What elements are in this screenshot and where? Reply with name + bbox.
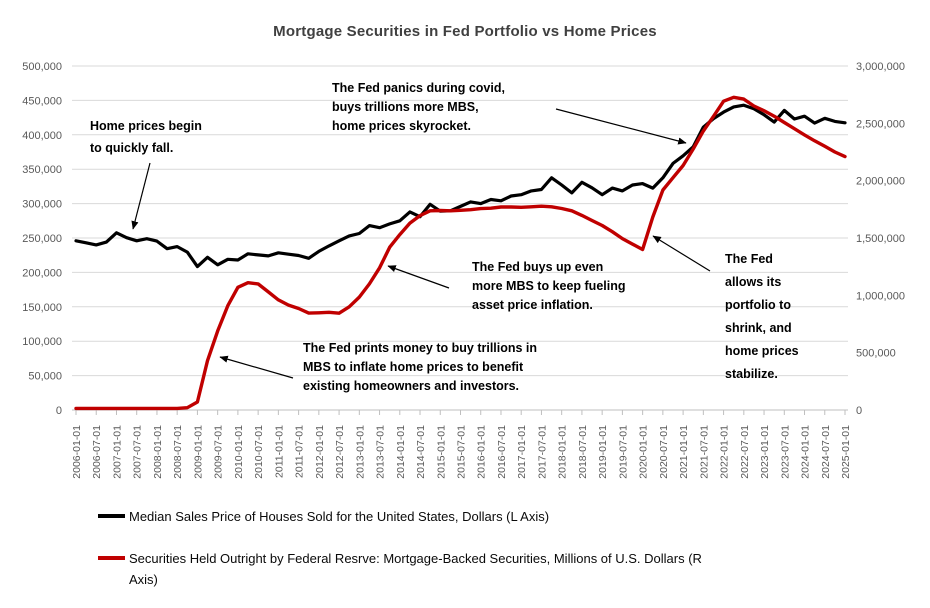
x-axis-tick-label: 2019-07-01 [617,425,629,479]
series-home-prices-line [74,103,847,269]
x-axis-tick-label: 2024-07-01 [820,425,832,479]
x-axis-tick-label: 2022-07-01 [739,425,751,479]
x-axis-tick-label: 2015-01-01 [435,425,447,479]
x-axis-tick-label: 2010-07-01 [253,425,265,479]
annotation-portfolio-shrink: The Fed allows its portfolio to shrink, … [725,252,799,381]
left-axis-label: 100,000 [22,336,62,348]
x-axis-tick-label: 2014-01-01 [395,425,407,479]
annotation-home-prices-fall: Home prices begin to quickly fall. [90,119,202,155]
x-axis-tick-label: 2023-01-01 [759,425,771,479]
annotation-arrows [131,108,711,379]
x-axis-tick-label: 2017-01-01 [516,425,528,479]
left-axis: 0 50,000 100,000 150,000 200,000 250,000 300,0… [22,61,62,417]
right-axis-label: 2,000,000 [856,176,905,188]
x-axis-tick-label: 2021-01-01 [678,425,690,479]
annotation-arrow-covid-panic [555,108,687,145]
legend-item-home-prices: Median Sales Price of Houses Sold for th… [98,506,549,527]
right-axis-label: 3,000,000 [856,61,905,73]
x-axis-tick-label: 2011-01-01 [273,425,285,478]
x-axis-tick-label: 2014-07-01 [415,425,427,479]
x-axis-tick-label: 2006-07-01 [91,425,103,479]
series-lines [74,95,847,411]
right-axis-label: 1,500,000 [856,233,905,245]
right-axis-label: 0 [856,405,862,417]
x-axis-tick-label: 2008-07-01 [172,425,184,479]
x-axis-tick-label: 2007-01-01 [111,425,123,479]
x-axis-tick-label: 2008-01-01 [152,425,164,479]
legend-marker-mbs-line [98,556,125,560]
x-axis-tick-label: 2016-01-01 [476,425,488,479]
x-axis-tick-label: 2022-01-01 [719,425,731,479]
x-axis-tick-label: 2019-01-01 [597,425,609,479]
x-axis-tick-label: 2025-01-01 [840,425,852,479]
right-axis-label: 1,000,000 [856,290,905,302]
x-axis-tick-label: 2024-01-01 [800,425,812,479]
right-axis: 0 500,000 1,000,000 1,500,000 2,000,000 2,500… [856,61,905,417]
annotation-prints-money: The Fed prints money to buy trillions in… [303,341,538,393]
chart-title: Mortgage Securities in Fed Portfolio vs … [273,23,657,40]
annotation-arrow-prints-money [219,355,294,379]
x-axis-tick-label: 2012-01-01 [314,425,326,479]
legend-label-home-prices: Median Sales Price of Houses Sold for th… [129,509,550,524]
left-axis-label: 50,000 [28,371,62,383]
left-axis-label: 250,000 [22,233,62,245]
left-axis-label: 150,000 [22,302,62,314]
series-mbs-line [74,95,847,411]
right-axis-label: 2,500,000 [856,118,905,130]
x-axis-tick-label: 2011-07-01 [294,425,306,478]
x-axis-tick-label: 2013-01-01 [354,425,366,479]
x-axis-tick-label: 2010-01-01 [233,425,245,479]
x-axis-tick-label: 2013-07-01 [375,425,387,479]
legend-marker-home-prices-line [98,514,125,518]
x-axis-tick-label: 2009-01-01 [192,425,204,479]
x-axis-tick-label: 2009-07-01 [213,425,225,479]
x-axis-tick-label: 2016-07-01 [496,425,508,479]
right-axis-label: 500,000 [856,348,896,360]
annotation-arrow-portfolio-shrink [652,235,711,272]
gridlines [72,65,848,377]
x-axis-tick-label: 2023-07-01 [779,425,791,479]
left-axis-label: 200,000 [22,267,62,279]
left-axis-label: 350,000 [22,164,62,176]
x-axis-tick-label: 2018-01-01 [557,425,569,479]
x-axis-tick-label: 2020-01-01 [638,425,650,479]
x-axis-tick-label: 2018-07-01 [577,425,589,479]
left-axis-label: 450,000 [22,95,62,107]
left-axis-label: 0 [56,405,62,417]
legend-item-mbs: Securities Held Outright by Federal Resr… [98,548,702,590]
x-axis: 2006-01-01 2006-07-01 2007-01-01 2007-07-01… [71,409,852,479]
left-axis-label: 400,000 [22,130,62,142]
x-axis-tick-label: 2020-07-01 [658,425,670,479]
x-axis-tick-label: 2012-07-01 [334,425,346,479]
x-axis-tick-label: 2007-07-01 [132,425,144,479]
annotation-more-mbs: The Fed buys up even more MBS to keep fu… [472,260,626,312]
x-axis-tick-label: 2006-01-01 [71,425,83,479]
left-axis-label: 300,000 [22,199,62,211]
x-axis-tick-label: 2017-07-01 [536,425,548,479]
legend-label-mbs: Securities Held Outright by Federal Resr… [129,551,702,587]
left-axis-label: 500,000 [22,61,62,73]
annotation-covid-panic: The Fed panics during covid, buys trilli… [332,81,505,133]
x-axis-tick-label: 2015-07-01 [456,425,468,479]
x-axis-tick-label: 2021-07-01 [698,425,710,479]
annotation-arrow-more-mbs [387,265,450,289]
annotation-arrow-home-prices-fall [131,162,151,230]
